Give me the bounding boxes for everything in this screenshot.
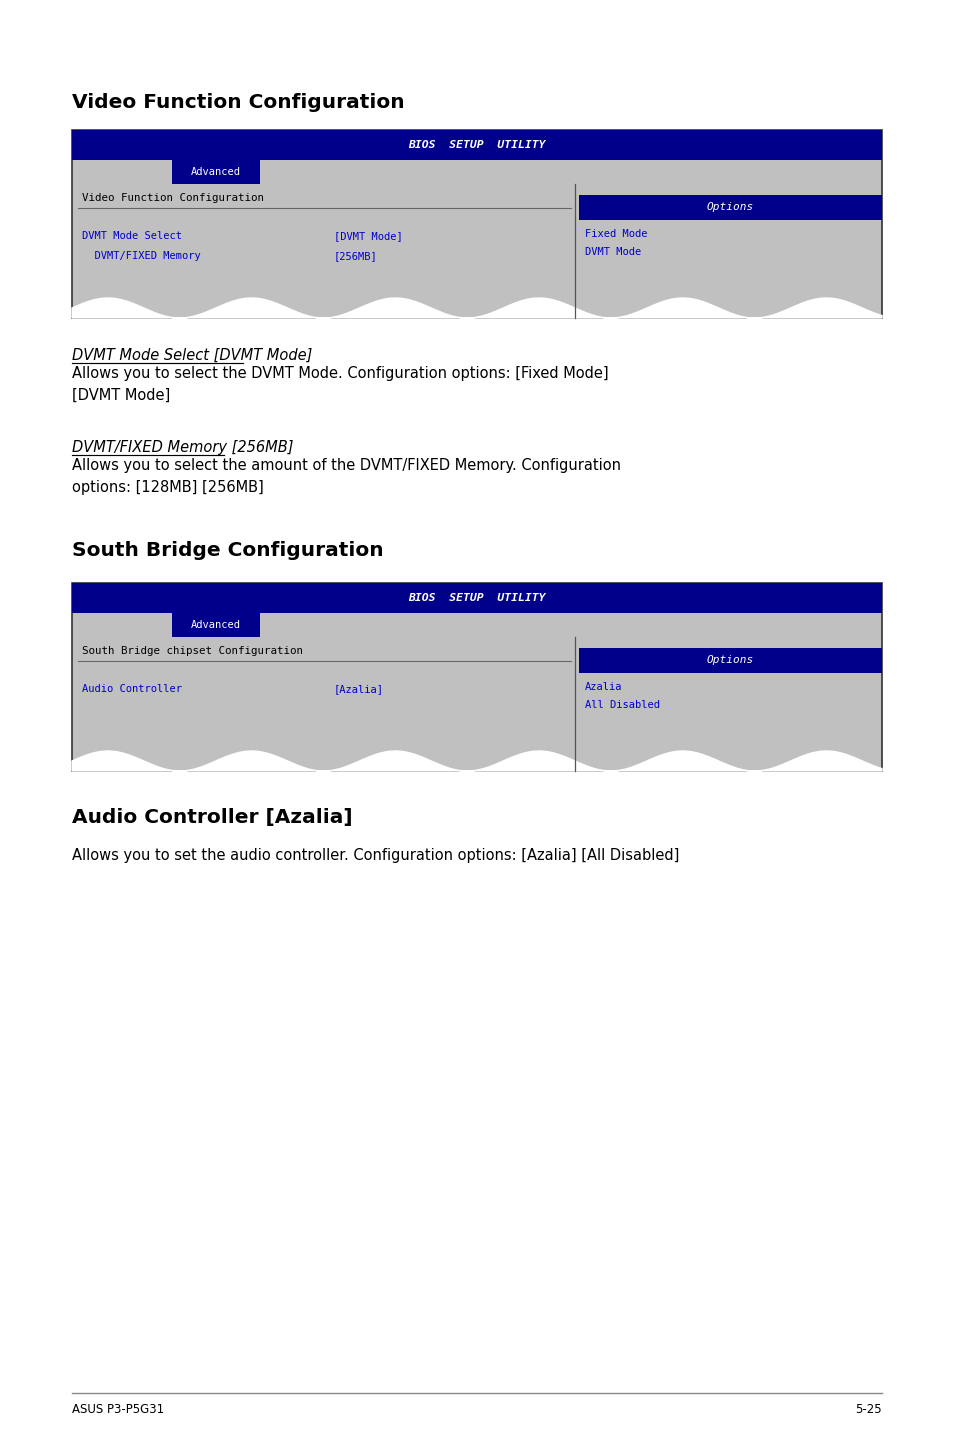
Text: DVMT/FIXED Memory: DVMT/FIXED Memory: [82, 252, 200, 262]
Polygon shape: [575, 751, 882, 771]
Text: Video Function Configuration: Video Function Configuration: [82, 193, 264, 203]
Bar: [71, 582, 882, 613]
Text: [DVMT Mode]: [DVMT Mode]: [334, 232, 402, 242]
Bar: [578, 649, 882, 673]
Text: BIOS  SETUP  UTILITY: BIOS SETUP UTILITY: [408, 592, 545, 603]
Text: Audio Controller: Audio Controller: [82, 684, 182, 695]
Text: Allows you to set the audio controller. Configuration options: [Azalia] [All Dis: Allows you to set the audio controller. …: [71, 848, 679, 863]
Text: Video Function Configuration: Video Function Configuration: [71, 93, 404, 112]
Text: South Bridge Configuration: South Bridge Configuration: [71, 541, 383, 559]
Text: DVMT Mode Select [DVMT Mode]: DVMT Mode Select [DVMT Mode]: [71, 348, 312, 362]
Bar: [71, 129, 882, 160]
Text: All Disabled: All Disabled: [584, 700, 659, 710]
Text: [256MB]: [256MB]: [334, 252, 377, 262]
Text: DVMT Mode Select: DVMT Mode Select: [82, 232, 182, 242]
Text: Options: Options: [706, 654, 753, 664]
Text: Fixed Mode: Fixed Mode: [584, 229, 647, 239]
Text: ASUS P3-P5G31: ASUS P3-P5G31: [71, 1403, 164, 1416]
Text: Allows you to select the amount of the DVMT/FIXED Memory. Configuration
options:: Allows you to select the amount of the D…: [71, 457, 620, 495]
Polygon shape: [575, 298, 882, 318]
Bar: [172, 613, 260, 637]
Text: South Bridge chipset Configuration: South Bridge chipset Configuration: [82, 646, 303, 656]
Text: 5-25: 5-25: [855, 1403, 882, 1416]
Text: Allows you to select the DVMT Mode. Configuration options: [Fixed Mode]
[DVMT Mo: Allows you to select the DVMT Mode. Conf…: [71, 367, 608, 403]
Text: Audio Controller [Azalia]: Audio Controller [Azalia]: [71, 808, 353, 827]
Bar: [172, 160, 260, 184]
Bar: [71, 129, 882, 318]
Bar: [578, 196, 882, 220]
Text: Advanced: Advanced: [191, 167, 241, 177]
Polygon shape: [71, 751, 575, 771]
Text: [Azalia]: [Azalia]: [334, 684, 384, 695]
Text: DVMT/FIXED Memory [256MB]: DVMT/FIXED Memory [256MB]: [71, 440, 294, 454]
Polygon shape: [71, 298, 575, 318]
Text: Azalia: Azalia: [584, 682, 622, 692]
Text: DVMT Mode: DVMT Mode: [584, 247, 640, 257]
Bar: [71, 582, 882, 771]
Text: Advanced: Advanced: [191, 620, 241, 630]
Text: Options: Options: [706, 201, 753, 211]
Text: BIOS  SETUP  UTILITY: BIOS SETUP UTILITY: [408, 139, 545, 150]
